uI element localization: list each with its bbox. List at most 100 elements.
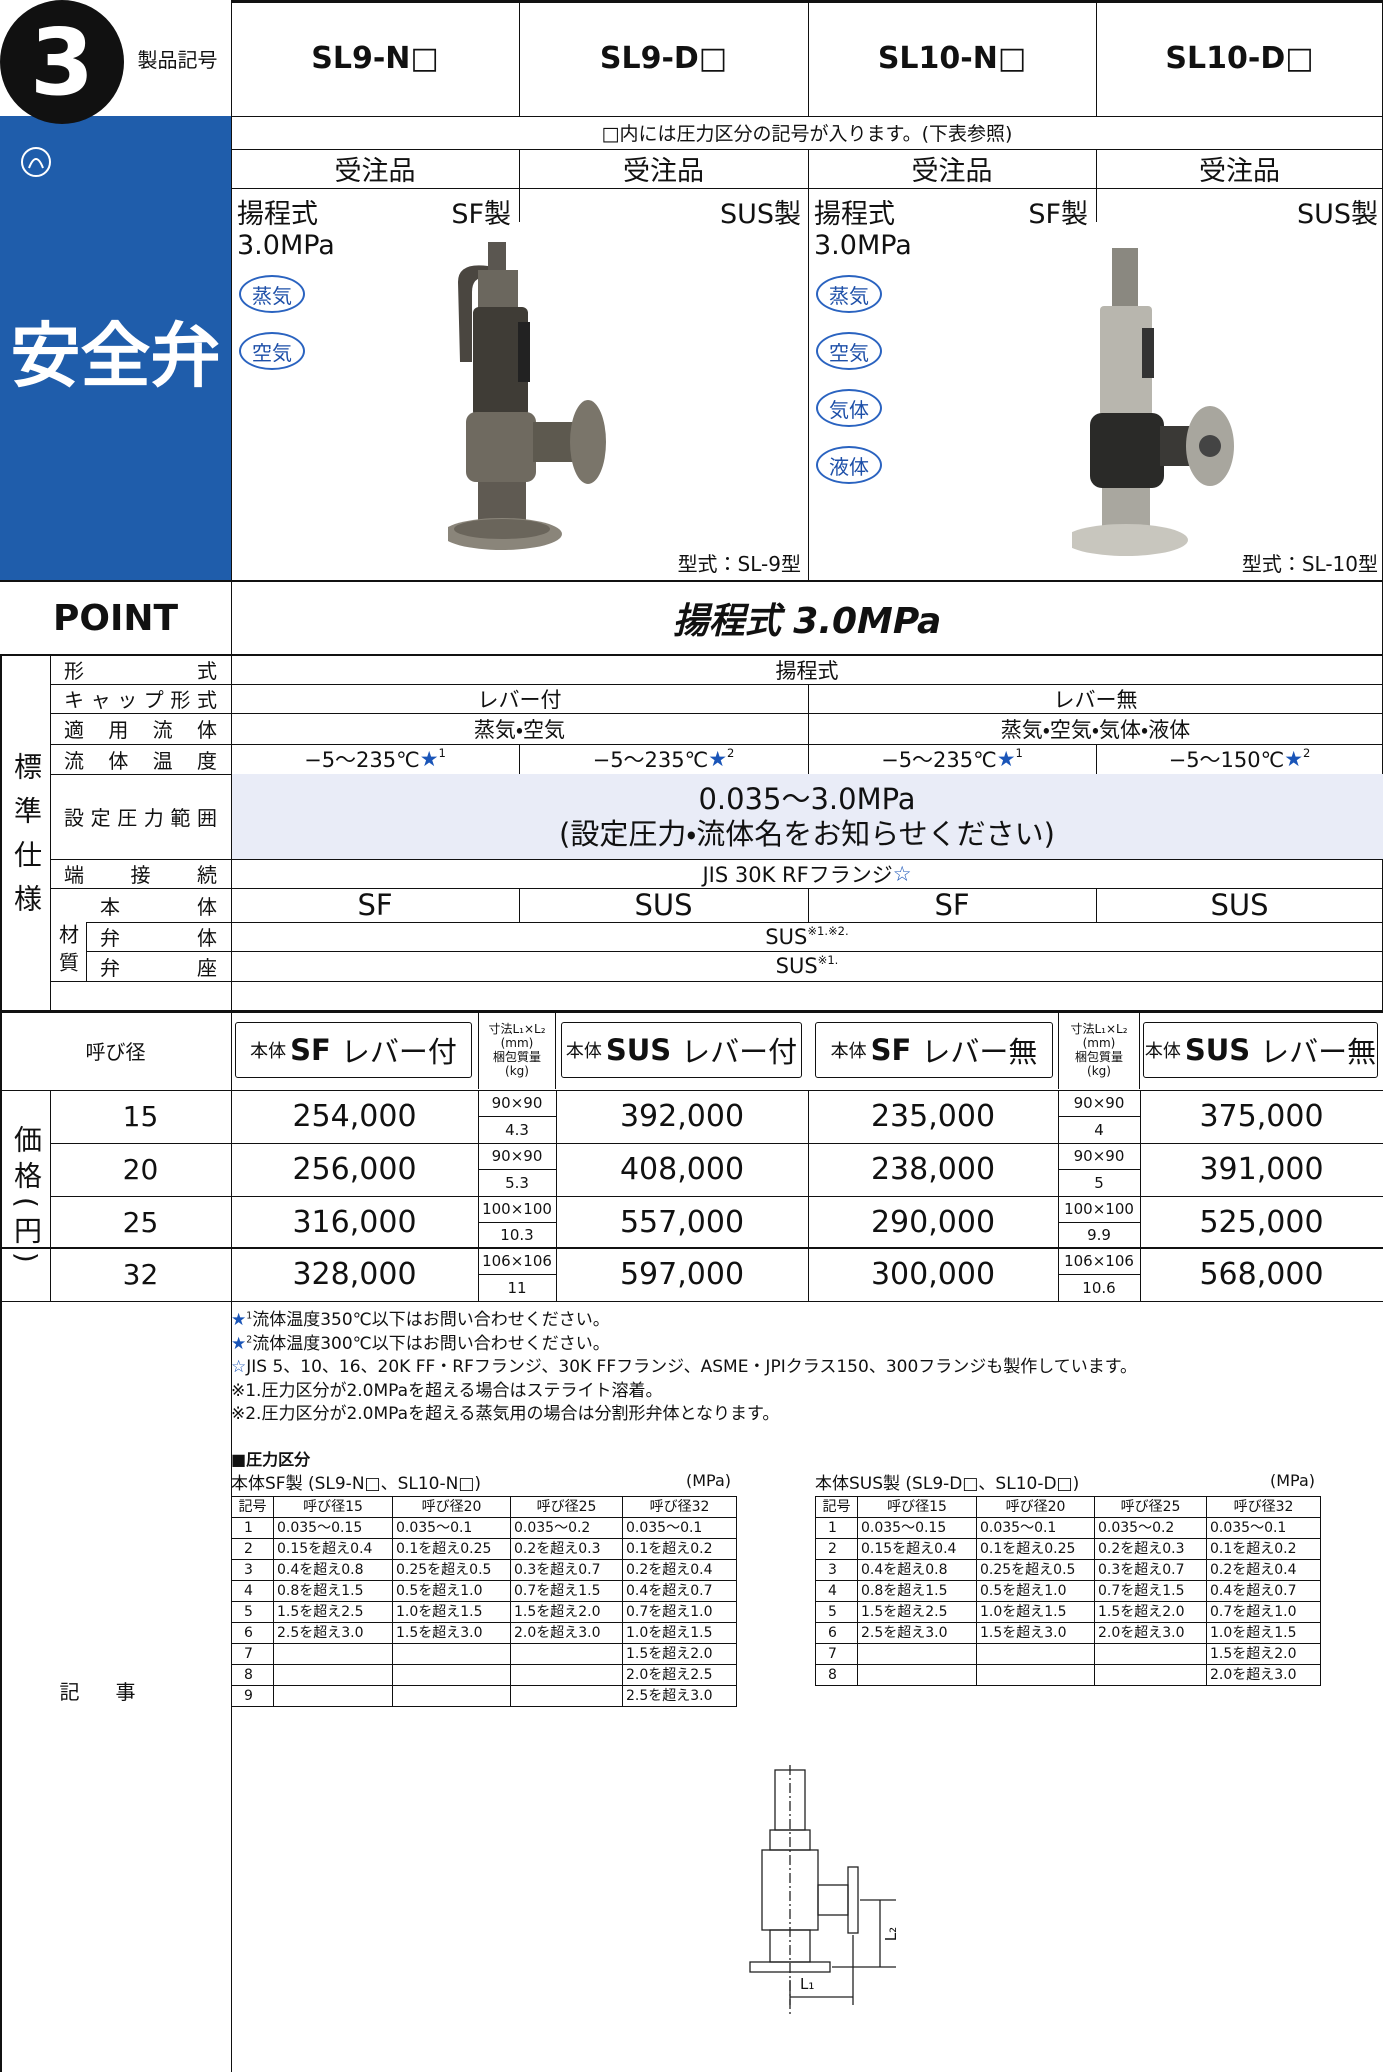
dim-header-text: (mm) — [1082, 1036, 1116, 1051]
superscript: 2 — [246, 1333, 253, 1345]
dim-header-text: (kg) — [505, 1063, 529, 1078]
table-row: 7 1.5を超え2.0 — [815, 1643, 1321, 1665]
table-row: 2 0.15を超え0.4 0.1を超え0.25 0.2を超え0.3 0.1を超え0.2 — [815, 1538, 1321, 1560]
table-cell: 2.5を超え3.0 — [622, 1685, 737, 1707]
table-cell — [857, 1643, 977, 1665]
material: SUS — [605, 1033, 672, 1067]
table-row: 記号 呼び径15 呼び径20 呼び径25 呼び径32 — [231, 1496, 737, 1518]
table-row: 9 2.5を超え3.0 — [231, 1685, 737, 1707]
table-cell: 2.0を超え3.0 — [510, 1622, 623, 1644]
table-unit: (MPa) — [685, 1471, 731, 1490]
fluid-badge: 蒸気 — [239, 275, 305, 313]
material: SF — [290, 1033, 331, 1067]
cell-text: −5〜235℃ — [304, 748, 420, 772]
table-cell: 0.1を超え0.2 — [622, 1538, 737, 1560]
table-cell: 0.5を超え1.0 — [976, 1580, 1095, 1602]
table-row: 7 1.5を超え2.0 — [231, 1643, 737, 1665]
rule — [50, 683, 1383, 685]
table-cell: 0.4を超え0.8 — [273, 1559, 393, 1581]
material: SUS — [1184, 1033, 1251, 1067]
material: SF — [870, 1033, 912, 1067]
size: 20 — [122, 1153, 159, 1186]
dim-header-text: 寸法L₁×L₂ — [488, 1022, 546, 1037]
pressure-table: 記号 呼び径15 呼び径20 呼び径25 呼び径32 1 0.035〜0.15 0.035〜0… — [231, 1496, 737, 1707]
dimension-label: L₂ — [882, 1926, 901, 1942]
rule — [50, 980, 1383, 982]
table-cell: 0.1を超え0.25 — [976, 1538, 1095, 1560]
table-header: 呼び径25 — [510, 1496, 623, 1518]
rule — [0, 1089, 1383, 1091]
spec-cell: SUS — [1096, 888, 1383, 922]
mark: ☆ — [231, 1357, 247, 1377]
table-cell — [392, 1685, 511, 1707]
rule — [555, 1090, 557, 1301]
rule — [1058, 1221, 1140, 1223]
price: 408,000 — [619, 1152, 745, 1187]
rule — [478, 1169, 556, 1170]
spec-cell: 揚程式 — [231, 655, 1383, 684]
spec-label: 形式 — [50, 655, 231, 684]
spec-label: 本体 — [86, 888, 231, 922]
rule — [478, 1221, 556, 1223]
rule — [49, 1090, 51, 1301]
rule — [1058, 1116, 1140, 1117]
rule — [807, 1090, 809, 1301]
fluid-badge: 気体 — [816, 389, 882, 427]
table-cell: 0.4を超え0.7 — [1206, 1580, 1321, 1602]
rule — [0, 1246, 1383, 1250]
cell-text: SUS — [1210, 888, 1269, 922]
dims: 100×100 — [1064, 1200, 1134, 1218]
table-cell: 1.5を超え2.5 — [857, 1601, 977, 1623]
table-cell: 0.7を超え1.5 — [1094, 1580, 1207, 1602]
column-text: レバー付 — [681, 1035, 798, 1069]
cell-line: 0.035〜3.0MPa — [698, 781, 916, 816]
superscript: ※1. — [817, 953, 839, 967]
rule — [50, 1195, 1383, 1197]
rule — [518, 0, 520, 116]
cell-text: −5〜235℃ — [592, 748, 709, 772]
panel-type: 揚程式 — [237, 199, 318, 230]
table-cell: 0.4を超え0.7 — [622, 1580, 737, 1602]
dims: 106×106 — [482, 1252, 552, 1271]
valve-photo — [448, 242, 606, 550]
spec-label-text: 適用流体 — [64, 718, 217, 742]
table-cell: 1.5を超え3.0 — [392, 1622, 511, 1644]
dim-header: 寸法L₁×L₂ (mm) 梱包質量 (kg) — [1058, 1013, 1140, 1089]
header-label: 製品記号 — [137, 47, 218, 72]
panel-material: SUS製 — [719, 199, 801, 230]
dims: 100×100 — [482, 1200, 552, 1218]
table-cell: 1.5を超え2.5 — [273, 1601, 393, 1623]
rule — [50, 887, 1383, 889]
mark: ★ — [708, 747, 728, 771]
mark: ★ — [231, 1333, 247, 1354]
table-header: 呼び径15 — [857, 1496, 977, 1518]
table-header: 記号 — [815, 1496, 858, 1518]
price: 238,000 — [870, 1152, 996, 1187]
spec-cell: −5〜150℃ ★ 2 — [1096, 744, 1383, 774]
cell-text: SUS — [634, 888, 693, 922]
pressure-title: ■圧力区分 — [231, 1450, 311, 1469]
note-text: JIS 5、10、16、20K FF・RFフランジ、30K FFフランジ、ASM… — [246, 1357, 1138, 1377]
table-cell: 2.5を超え3.0 — [857, 1622, 977, 1644]
rule — [50, 858, 1383, 860]
note-text: 流体温度300℃以下はお問い合わせください。 — [252, 1333, 610, 1354]
table-cell: 8 — [231, 1664, 274, 1686]
table-row: 5 1.5を超え2.5 1.0を超え1.5 1.5を超え2.0 0.7を超え1.0 — [815, 1601, 1321, 1623]
pressure-table: 記号 呼び径15 呼び径20 呼び径25 呼び径32 1 0.035〜0.15 0.035〜0… — [815, 1496, 1321, 1686]
fluid-badge: 蒸気 — [816, 275, 882, 313]
price-column-header: 本体 SUS レバー無 — [1143, 1022, 1378, 1078]
cell-text: −5〜150℃ — [1168, 748, 1285, 772]
rule — [478, 1116, 556, 1117]
mark: ★ — [1284, 747, 1304, 771]
table-cell: 5 — [231, 1601, 274, 1623]
note-line: ※1.圧力区分が2.0MPaを超える場合はステライト溶着。 — [231, 1376, 1371, 1401]
rule — [85, 922, 87, 981]
number: 3 — [29, 8, 94, 116]
table-cell: 7 — [815, 1643, 858, 1665]
panel-model: 型式：SL-10型 — [1241, 552, 1378, 576]
superscript: 2 — [1303, 746, 1311, 760]
table-cell: 6 — [815, 1622, 858, 1644]
table-cell — [510, 1664, 623, 1686]
spec-label-text: 形式 — [64, 659, 217, 683]
material-label: 材質 — [55, 924, 80, 980]
